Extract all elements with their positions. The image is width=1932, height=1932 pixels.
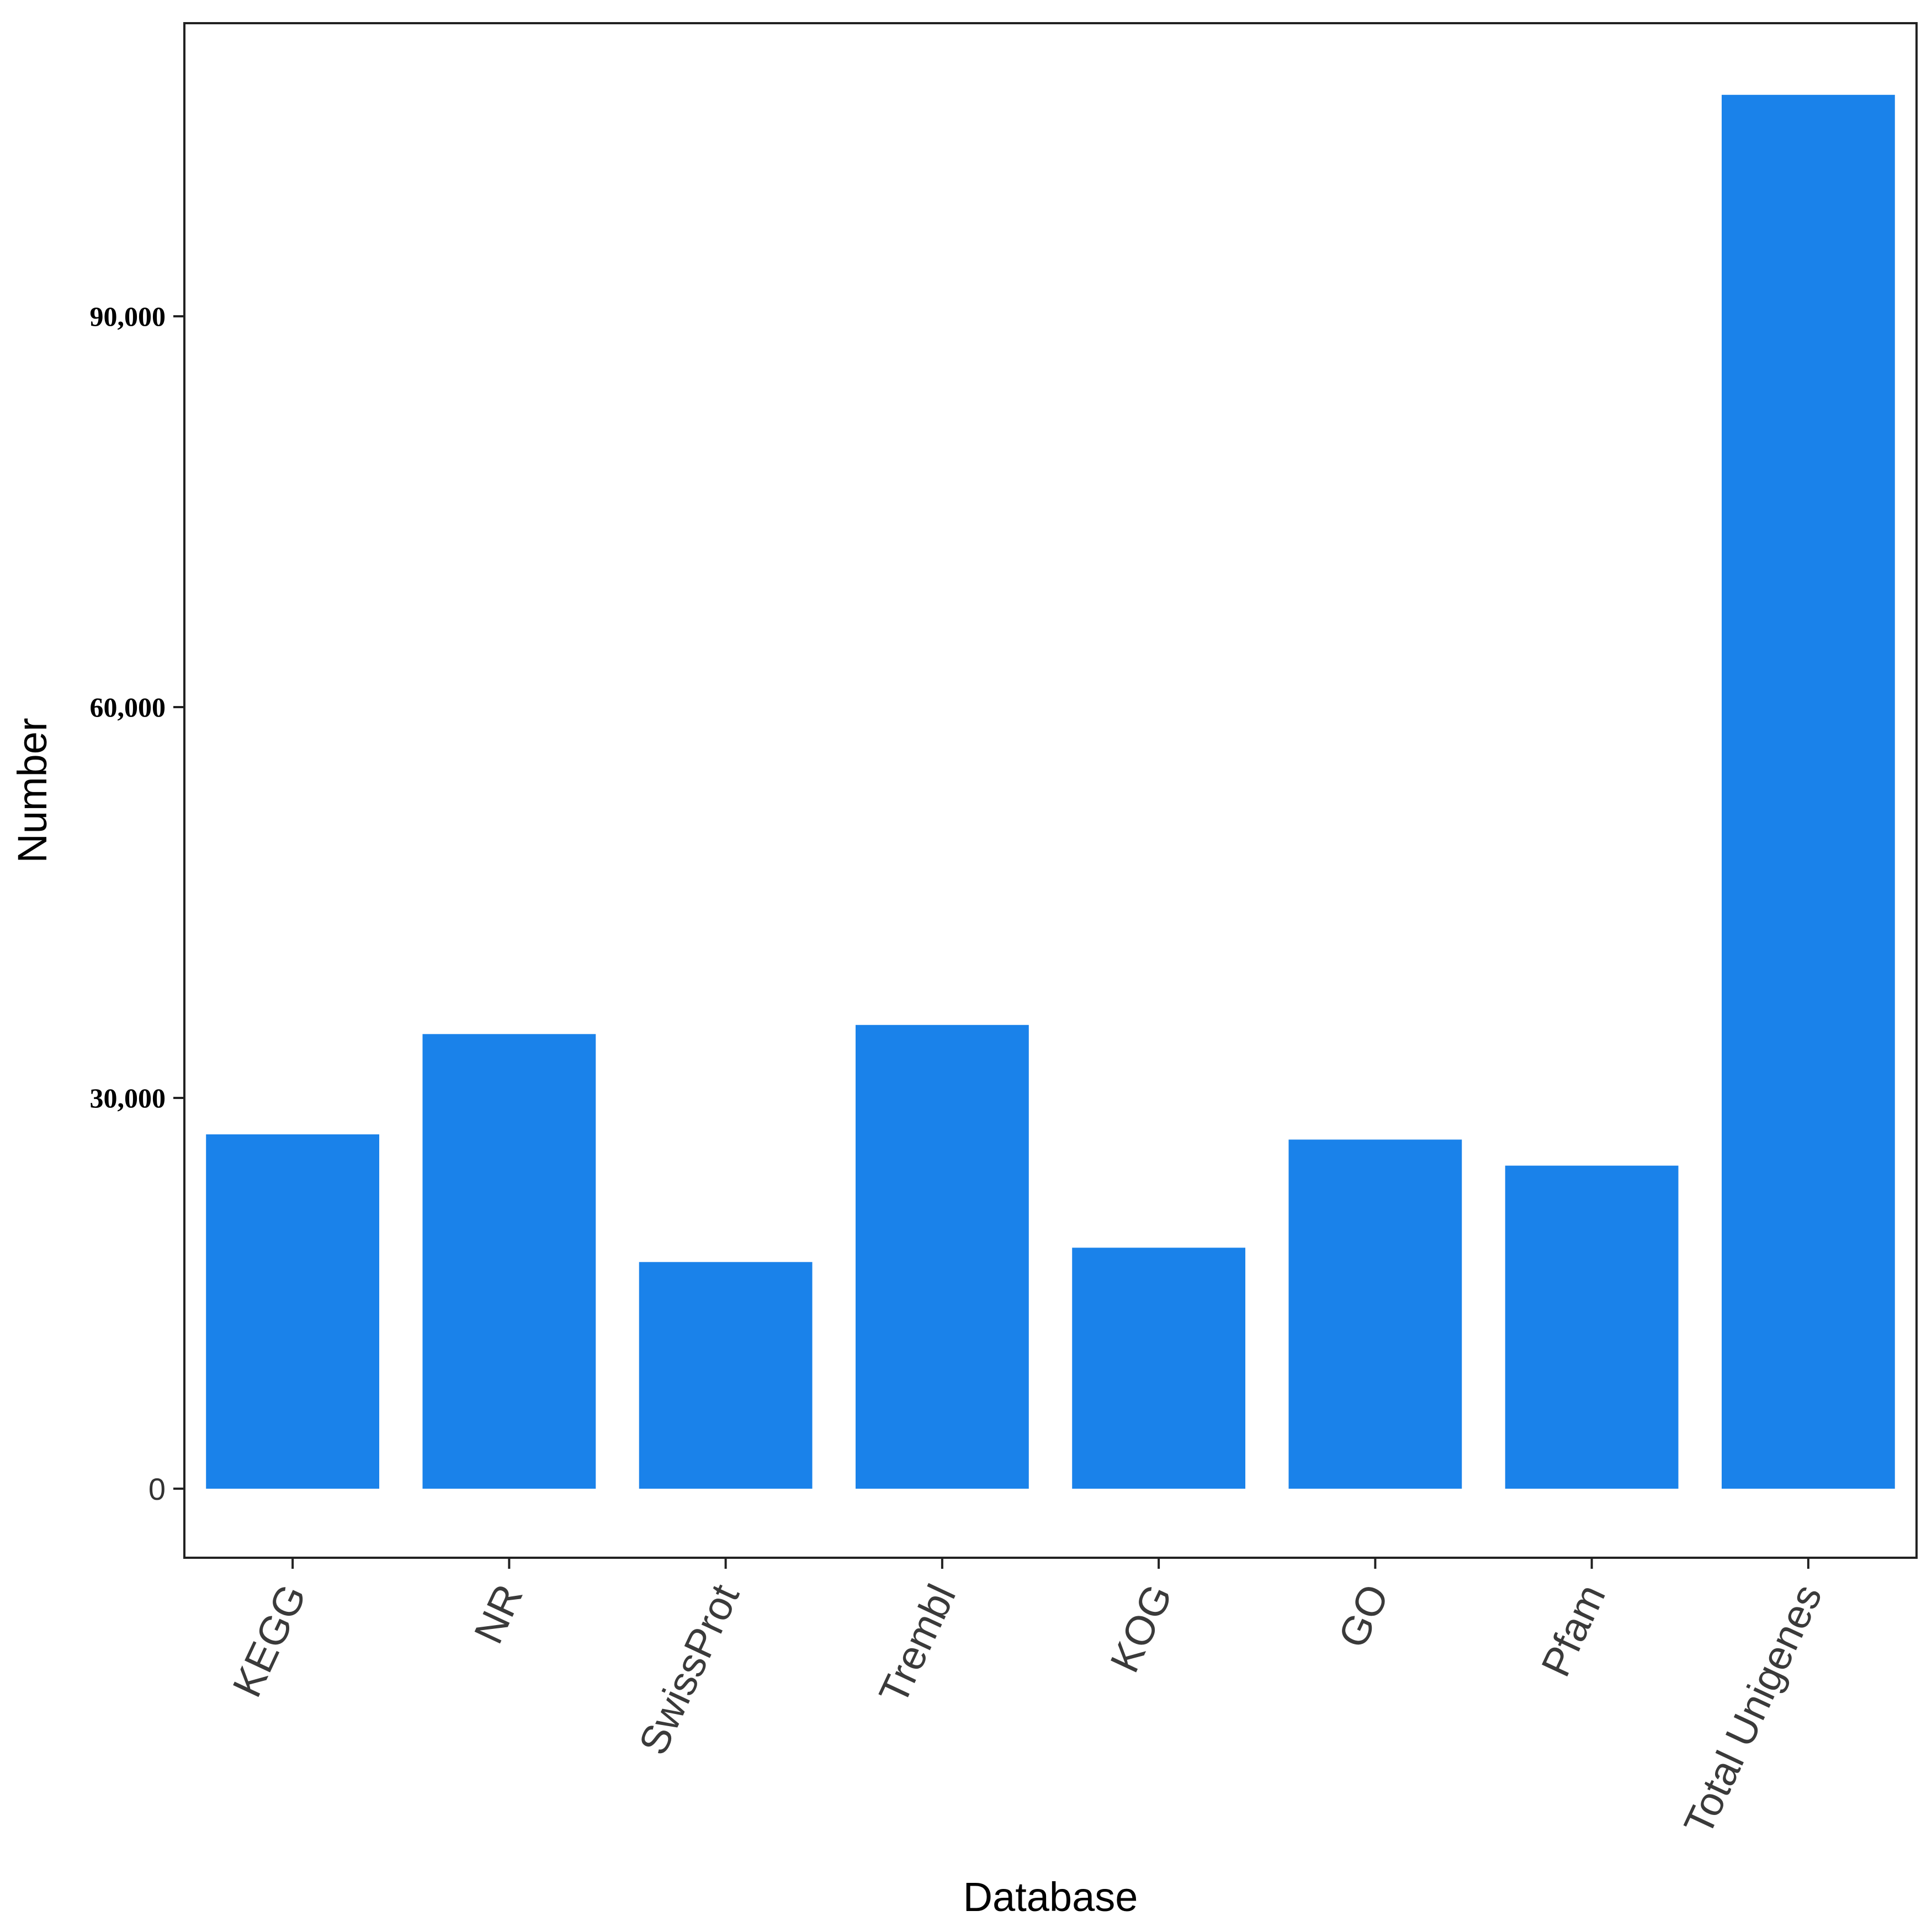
bar-kog <box>1072 1248 1246 1489</box>
x-tick-label: KOG <box>1101 1578 1181 1679</box>
bar-swissprot <box>639 1262 813 1489</box>
x-tick-label: Trembl <box>870 1578 964 1711</box>
bar-kegg <box>206 1134 380 1489</box>
bar-go <box>1288 1139 1462 1489</box>
y-axis-title: Number <box>9 718 55 863</box>
y-tick-label: 60,000 <box>90 692 166 723</box>
x-tick-label: Pfam <box>1532 1578 1614 1684</box>
bar-nr <box>422 1034 596 1489</box>
y-axis-ticks: 0 30,000 60,000 90,000 <box>90 301 184 1506</box>
x-tick-label: SwissProt <box>630 1577 748 1761</box>
x-axis-ticks: KEGG NR SwissProt Trembl KOG GO Pfam Total Unig… <box>224 1558 1830 1841</box>
x-tick-label: GO <box>1329 1578 1398 1654</box>
x-tick-label: Total Unigenes <box>1675 1578 1830 1842</box>
plot-frame <box>183 22 1918 1559</box>
x-tick-label: KEGG <box>224 1578 315 1704</box>
bar-trembl <box>855 1025 1029 1489</box>
bars-group <box>206 94 1895 1489</box>
y-tick-label: 0 <box>148 1472 166 1506</box>
bar-total-unigenes <box>1721 94 1895 1489</box>
x-tick-label: NR <box>465 1578 531 1650</box>
x-axis-title: Database <box>963 1874 1138 1920</box>
bar-pfam <box>1505 1165 1679 1489</box>
y-tick-label: 30,000 <box>90 1082 166 1113</box>
y-tick-label: 90,000 <box>90 301 166 332</box>
